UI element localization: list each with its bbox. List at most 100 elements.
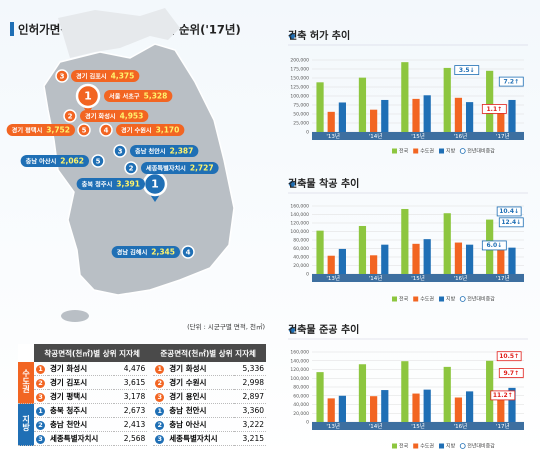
table-row: 지방 1 충북 청주시 2,673 1 충남 천안시 3,360 bbox=[18, 403, 266, 446]
marker bbox=[124, 161, 138, 175]
bar bbox=[454, 97, 463, 132]
bar bbox=[338, 395, 346, 422]
annotation: 6.0↓ bbox=[486, 242, 502, 249]
rank-badge: 1 bbox=[155, 406, 165, 416]
region-name: 경기 평택시 bbox=[12, 127, 43, 135]
table-row: 2 충남 천안시 2,413 2 충남 아산시 3,222 bbox=[18, 418, 266, 432]
table-cell: 2,897 bbox=[234, 390, 266, 404]
table-cell: 1 bbox=[150, 362, 167, 376]
y-tick-label: 60,000 bbox=[293, 393, 309, 399]
annotation-box bbox=[481, 240, 507, 251]
region-value: 2,345 bbox=[151, 248, 175, 257]
title-bar bbox=[10, 22, 14, 36]
legend-label: 수도권 bbox=[420, 443, 434, 450]
legend-swatch bbox=[459, 443, 466, 449]
legend-label: 수도권 bbox=[420, 148, 434, 155]
bar bbox=[381, 99, 389, 132]
ranking-table: 착공면적(천㎡)별 상위 지자체 준공면적(천㎡)별 상위 지자체 수도권 1 경기 화… bbox=[18, 344, 266, 446]
bar bbox=[412, 393, 420, 422]
annotation-box bbox=[498, 217, 524, 228]
marker-rank: 3 bbox=[118, 148, 123, 156]
bar bbox=[423, 389, 431, 422]
area-value: 3,360 bbox=[242, 406, 264, 415]
y-tick-label: 120,000 bbox=[290, 221, 309, 227]
legend-swatch bbox=[392, 296, 397, 302]
table-cell: 3,215 bbox=[234, 432, 266, 446]
group-label: 지방 bbox=[18, 403, 34, 446]
table-row: 3 세종특별자치시 2,568 3 세종특별자치시 3,215 bbox=[18, 432, 266, 446]
table-cell: 3,178 bbox=[114, 390, 150, 404]
annotation-box bbox=[454, 65, 480, 75]
region-name: 경기 수원시 bbox=[121, 127, 152, 135]
annotation: 1.1↑ bbox=[486, 106, 502, 113]
header-cell bbox=[18, 344, 34, 362]
x-tick-label: '16년 bbox=[454, 274, 468, 282]
x-tick-label: '13년 bbox=[326, 274, 340, 282]
table-cell: 3,222 bbox=[234, 418, 266, 432]
rank-badge: 1 bbox=[155, 364, 165, 374]
group-label: 수도권 bbox=[18, 362, 34, 404]
legend-label: 전년대비증감 bbox=[467, 443, 495, 450]
y-tick-label: 100,000 bbox=[290, 376, 309, 382]
legend-swatch bbox=[439, 296, 445, 302]
x-tick-label: '14년 bbox=[369, 422, 383, 430]
bar bbox=[465, 391, 474, 422]
header-row: 착공면적(천㎡)별 상위 지자체 준공면적(천㎡)별 상위 지자체 bbox=[18, 344, 266, 362]
region-value: 4,375 bbox=[111, 72, 135, 81]
header-cell: 착공면적(천㎡)별 상위 지자체 bbox=[34, 344, 151, 362]
chart-title: 건축물 준공 추이 bbox=[288, 323, 359, 336]
region-name: 경기 김포시 bbox=[50, 378, 88, 387]
bar bbox=[443, 366, 451, 422]
marker-rank: 5 bbox=[96, 158, 101, 166]
area-value: 2,568 bbox=[123, 434, 146, 443]
title-icon bbox=[289, 33, 295, 39]
y-tick-label: 60,000 bbox=[293, 246, 309, 252]
map-label: 1 서울 서초구 5,328 bbox=[75, 83, 173, 114]
region-name: 세종특별자치시 bbox=[169, 434, 218, 443]
label-pill bbox=[80, 110, 149, 122]
rank-badge: 2 bbox=[36, 378, 45, 388]
region-name: 경기 화성시 bbox=[169, 364, 207, 373]
region-name: 충남 아산시 bbox=[169, 420, 207, 429]
bar bbox=[327, 111, 335, 132]
map-label: 2 세종특별자치시 2,727 bbox=[124, 161, 219, 175]
annotation: 11.2↑ bbox=[493, 392, 513, 399]
region-name: 경기 평택시 bbox=[50, 392, 88, 401]
legend-swatch bbox=[439, 148, 445, 154]
table-cell: 3 bbox=[34, 390, 48, 404]
annotation: 10.5↑ bbox=[499, 353, 519, 360]
area-value: 2,673 bbox=[123, 406, 146, 415]
marker bbox=[113, 144, 127, 158]
marker-rank: 4 bbox=[186, 249, 191, 257]
bar bbox=[338, 102, 346, 132]
y-tick-label: 20,000 bbox=[293, 411, 309, 417]
annotation: 10.4↓ bbox=[499, 208, 519, 215]
region-value: 2,062 bbox=[60, 157, 84, 166]
y-tick-label: 125,000 bbox=[290, 85, 309, 91]
legend-label: 수도권 bbox=[420, 296, 434, 303]
x-tick-label: '13년 bbox=[326, 132, 340, 140]
bar bbox=[508, 99, 516, 132]
label-pill bbox=[20, 155, 89, 167]
map-label: 4 경남 김해시 2,345 bbox=[111, 245, 195, 259]
table-cell: 경기 평택시 bbox=[48, 390, 114, 404]
rank-badge: 3 bbox=[155, 392, 165, 402]
marker-rank: 2 bbox=[68, 113, 73, 121]
y-tick-label: 100,000 bbox=[290, 229, 309, 235]
area-value: 2,413 bbox=[123, 420, 146, 429]
bar bbox=[443, 67, 451, 132]
legend-label: 전국 bbox=[399, 443, 409, 450]
x-tick-label: '15년 bbox=[411, 132, 425, 140]
legend-label: 전국 bbox=[399, 148, 409, 155]
region-name: 경기 화성시 bbox=[85, 113, 116, 121]
table-row: 3 경기 평택시 3,178 3 경기 용인시 2,897 bbox=[18, 390, 266, 404]
table-cell: 2 bbox=[34, 376, 48, 390]
legend-label: 지방 bbox=[446, 443, 456, 450]
label-pill bbox=[104, 90, 173, 102]
map-label: 1 충북 청주시 3,391 bbox=[76, 171, 168, 202]
map-label: 3 경기 김포시 4,375 bbox=[55, 69, 140, 83]
bar bbox=[497, 111, 505, 132]
region-value: 4,953 bbox=[120, 112, 144, 121]
rank-badge: 3 bbox=[155, 434, 165, 444]
x-axis-band bbox=[312, 422, 524, 430]
